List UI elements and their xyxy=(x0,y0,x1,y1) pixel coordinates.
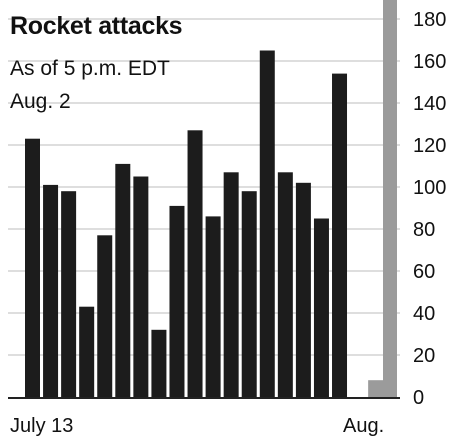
bar xyxy=(115,163,131,397)
y-tick-label: 140 xyxy=(413,93,446,115)
current-day-highlight-bar xyxy=(383,0,397,397)
y-tick-label: 0 xyxy=(413,387,424,409)
x-label-end: Aug. xyxy=(343,415,384,437)
bar xyxy=(313,218,329,397)
y-axis-ticks: 0 20 40 60 80 100 120 140 160 180 xyxy=(413,9,446,409)
y-tick-label: 20 xyxy=(413,345,435,367)
chart-subtitle-line2: Aug. 2 xyxy=(10,90,71,113)
y-tick-label: 160 xyxy=(413,51,446,73)
bar xyxy=(259,50,275,397)
bar xyxy=(169,205,185,397)
y-tick-label: 40 xyxy=(413,303,435,325)
bar xyxy=(368,380,384,397)
bar xyxy=(61,191,77,397)
bar xyxy=(205,216,221,397)
bar xyxy=(223,172,239,397)
x-label-start: July 13 xyxy=(10,415,73,437)
y-tick-label: 120 xyxy=(413,135,446,157)
bar xyxy=(241,191,257,397)
bar xyxy=(151,329,167,397)
bar xyxy=(79,306,95,397)
bar xyxy=(295,182,311,397)
bar xyxy=(97,235,113,397)
bar xyxy=(133,176,149,397)
y-tick-label: 80 xyxy=(413,219,435,241)
bar xyxy=(332,73,348,397)
chart-title: Rocket attacks xyxy=(10,12,183,40)
y-tick-label: 180 xyxy=(413,9,446,31)
bar xyxy=(43,184,59,397)
bar xyxy=(25,138,40,397)
chart-subtitle-line1: As of 5 p.m. EDT xyxy=(10,57,170,80)
bars xyxy=(25,50,384,398)
bar xyxy=(277,172,293,397)
y-tick-label: 100 xyxy=(413,177,446,199)
bar xyxy=(187,130,203,398)
y-tick-label: 60 xyxy=(413,261,435,283)
